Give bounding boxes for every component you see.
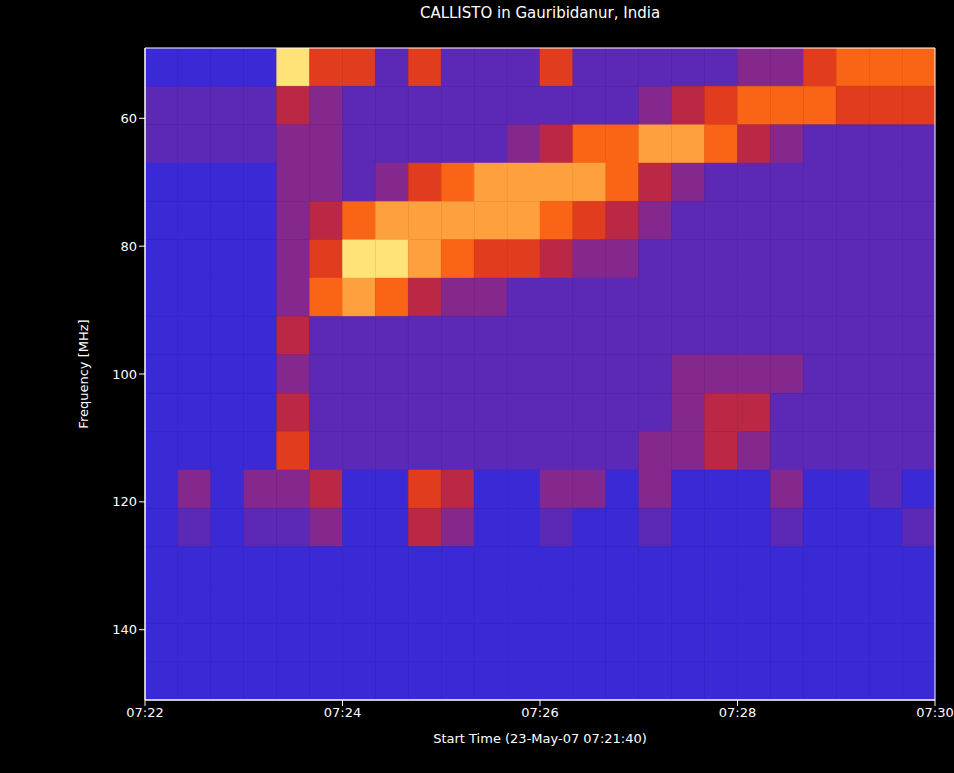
- svg-text:60: 60: [120, 111, 137, 126]
- svg-text:80: 80: [120, 239, 137, 254]
- svg-text:120: 120: [112, 494, 137, 509]
- svg-text:07:28: 07:28: [719, 705, 756, 720]
- svg-text:Frequency [MHz]: Frequency [MHz]: [76, 319, 91, 428]
- svg-text:07:30: 07:30: [916, 705, 953, 720]
- svg-text:Start Time (23-May-07 07:21:40: Start Time (23-May-07 07:21:40): [433, 731, 647, 746]
- html-text:CALLISTO in Gauribidanur, Indi: CALLISTO in Gauribidanur, India: [419, 4, 661, 22]
- svg-text:07:24: 07:24: [324, 705, 361, 720]
- svg-text:07:22: 07:22: [126, 705, 163, 720]
- svg-text:140: 140: [112, 622, 137, 637]
- svg-text:100: 100: [112, 367, 137, 382]
- svg-text:07:26: 07:26: [521, 705, 558, 720]
